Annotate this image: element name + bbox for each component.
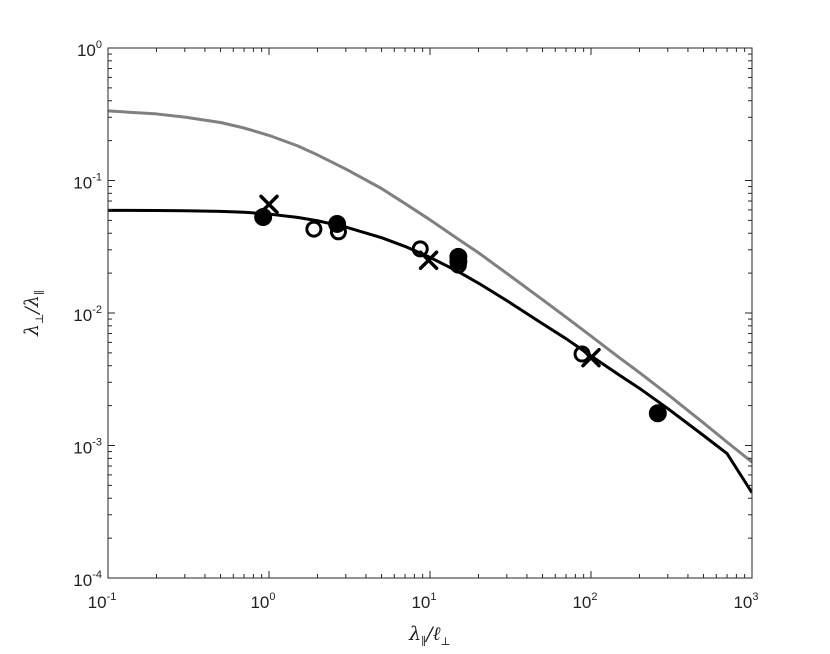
y-tick-label: 10-1 xyxy=(73,172,102,193)
x-tick-label: 103 xyxy=(733,591,758,612)
filled-circle-marker xyxy=(648,404,667,423)
filled-circle-marker xyxy=(254,208,273,227)
x-axis-label: λ∥/ℓ⊥ xyxy=(408,623,451,648)
y-tick-label: 10-2 xyxy=(73,304,102,325)
open-circle-marker xyxy=(305,220,323,238)
cross-marker xyxy=(259,194,279,215)
series-line-0 xyxy=(108,109,752,464)
tick-marks xyxy=(107,47,753,579)
cross-marker xyxy=(418,250,439,271)
open-circle-marker xyxy=(449,256,467,274)
open-circle-marker xyxy=(329,223,347,241)
open-circle-marker xyxy=(411,240,429,258)
cross-marker xyxy=(581,347,601,368)
series-line-1 xyxy=(108,208,752,494)
y-tick-label: 100 xyxy=(77,39,102,60)
plot-area xyxy=(107,47,753,579)
x-tick-label: 10-1 xyxy=(88,591,117,612)
y-tick-label: 10-4 xyxy=(73,569,102,590)
y-axis-label: λ⊥/λ∥ xyxy=(21,290,46,337)
y-tick-labels: 10-4 10-3 10-2 10-1 100 xyxy=(73,39,102,590)
y-tick-label: 10-3 xyxy=(73,437,102,458)
x-tick-label: 101 xyxy=(411,591,436,612)
x-tick-labels: 10-1 100 101 102 103 xyxy=(88,591,759,612)
x-tick-label: 102 xyxy=(572,591,597,612)
series-layer xyxy=(108,109,752,494)
x-tick-label: 100 xyxy=(250,591,275,612)
